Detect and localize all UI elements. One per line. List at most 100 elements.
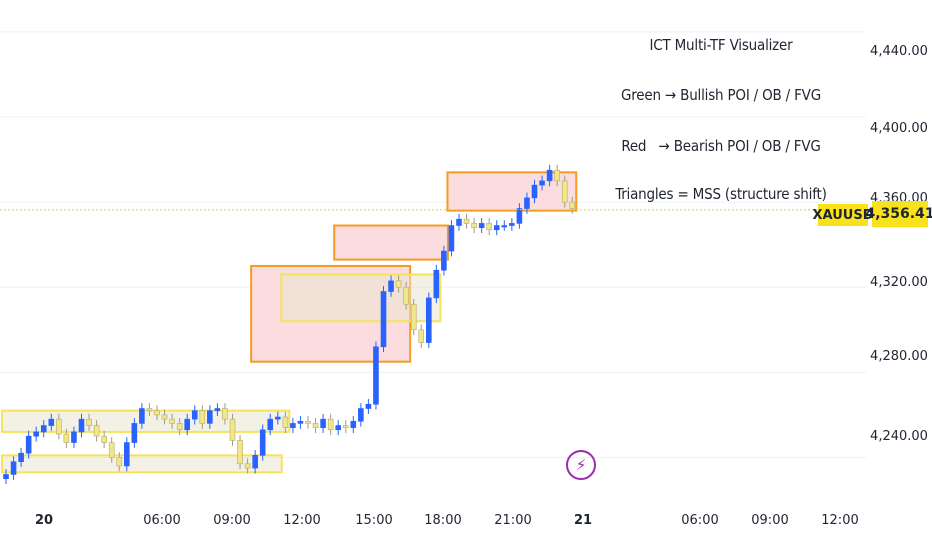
x-tick-label: 18:00 xyxy=(424,513,462,528)
bull-candle xyxy=(40,425,47,433)
bull-candle xyxy=(350,420,357,428)
annotation-bearish: Red → Bearish POI / OB / FVG xyxy=(621,137,821,155)
bull-candle xyxy=(335,425,342,431)
bear-candle xyxy=(244,463,251,469)
bear-candle xyxy=(63,433,70,443)
x-tick-label: 09:00 xyxy=(213,513,251,528)
bull-candle xyxy=(124,442,130,467)
bull-candle xyxy=(365,403,372,409)
bear-candle xyxy=(282,416,289,428)
bull-candle xyxy=(184,418,190,431)
bull-candle xyxy=(214,408,221,411)
bull-candle xyxy=(33,431,40,437)
y-tick-label: 4,440.00 xyxy=(870,44,928,59)
bull-candle xyxy=(524,197,530,209)
bear-candle xyxy=(305,420,311,424)
bear-candle xyxy=(486,223,493,231)
bull-candle xyxy=(252,455,258,469)
bearish-zone xyxy=(333,224,449,261)
bear-candle xyxy=(554,169,560,182)
bear-candle xyxy=(463,218,470,224)
y-tick-label: 4,320.00 xyxy=(870,275,928,290)
zone-boxes xyxy=(1,171,578,474)
bear-candle xyxy=(222,408,228,420)
bear-candle xyxy=(108,442,115,458)
bull-candle xyxy=(25,435,32,454)
bear-candle xyxy=(161,414,168,420)
bull-candle xyxy=(207,410,213,424)
bull-candle xyxy=(493,225,500,231)
bull-candle xyxy=(267,418,274,431)
bear-candle xyxy=(569,201,576,209)
x-tick-label: 20 xyxy=(34,513,54,528)
bear-candle xyxy=(199,410,206,424)
bull-candle xyxy=(425,297,432,343)
bear-candle xyxy=(327,418,334,431)
bull-candle xyxy=(388,280,394,292)
annotation-mss: Triangles = MSS (structure shift) xyxy=(615,185,827,203)
bull-candle xyxy=(274,416,281,420)
bear-candle xyxy=(56,418,62,435)
bear-candle xyxy=(395,280,402,288)
x-tick-label: 21 xyxy=(573,513,593,528)
bear-candle xyxy=(410,303,417,331)
bear-candle xyxy=(169,418,175,424)
annotation-title: ICT Multi-TF Visualizer xyxy=(649,36,793,54)
bull-candle xyxy=(373,346,379,405)
bear-candle xyxy=(237,440,243,465)
bear-candle xyxy=(101,435,107,443)
bull-candle xyxy=(358,408,364,422)
x-tick-label: 12:00 xyxy=(283,513,321,528)
bear-candle xyxy=(403,286,409,305)
bear-candle xyxy=(418,329,425,343)
bear-candle xyxy=(471,223,477,228)
bull-candle xyxy=(546,169,553,182)
symbol-tag: XAUUSD xyxy=(813,204,873,226)
bull-candle xyxy=(478,223,485,228)
bull-candle xyxy=(10,461,17,475)
bull-candle xyxy=(139,408,145,424)
bull-candle xyxy=(259,429,266,456)
bull-candle xyxy=(71,431,77,443)
bull-candle xyxy=(501,225,508,228)
bull-candle xyxy=(131,423,138,443)
bull-candle xyxy=(297,420,304,424)
x-tick-label: 09:00 xyxy=(751,513,789,528)
bull-candle xyxy=(380,291,387,348)
last-price-tag: 4,356.41 xyxy=(865,201,932,227)
x-tick-label: 15:00 xyxy=(355,513,393,528)
bear-candle xyxy=(154,410,160,416)
bear-candle xyxy=(93,425,100,437)
x-tick-label: 21:00 xyxy=(494,513,532,528)
bear-candle xyxy=(86,418,92,426)
bear-candle xyxy=(229,418,236,441)
bear-candle xyxy=(116,457,123,467)
bull-candle xyxy=(433,269,440,299)
bear-candle xyxy=(176,423,183,431)
bull-candle xyxy=(539,180,545,186)
y-tick-label: 4,280.00 xyxy=(870,349,928,364)
neutral-zone xyxy=(1,454,283,474)
x-tick-label: 06:00 xyxy=(143,513,181,528)
bull-candle xyxy=(516,208,523,224)
x-tick-label: 12:00 xyxy=(821,513,859,528)
candles xyxy=(3,164,576,485)
bear-candle xyxy=(561,180,568,203)
annotation-bullish: Green → Bullish POI / OB / FVG xyxy=(621,86,821,104)
y-tick-label: 4,400.00 xyxy=(870,121,928,136)
bull-candle xyxy=(531,184,538,199)
bull-candle xyxy=(448,225,455,252)
bull-candle xyxy=(290,423,296,428)
bull-candle xyxy=(191,410,198,420)
bull-candle xyxy=(320,418,326,428)
bear-candle xyxy=(342,425,349,428)
bull-candle xyxy=(3,474,9,480)
bull-candle xyxy=(48,418,55,426)
x-tick-label: 06:00 xyxy=(681,513,719,528)
bull-candle xyxy=(441,250,447,271)
flash-alert-icon[interactable]: ⚡ xyxy=(566,450,596,480)
bull-candle xyxy=(456,218,462,226)
bull-candle xyxy=(509,223,515,226)
bull-candle xyxy=(78,418,85,433)
